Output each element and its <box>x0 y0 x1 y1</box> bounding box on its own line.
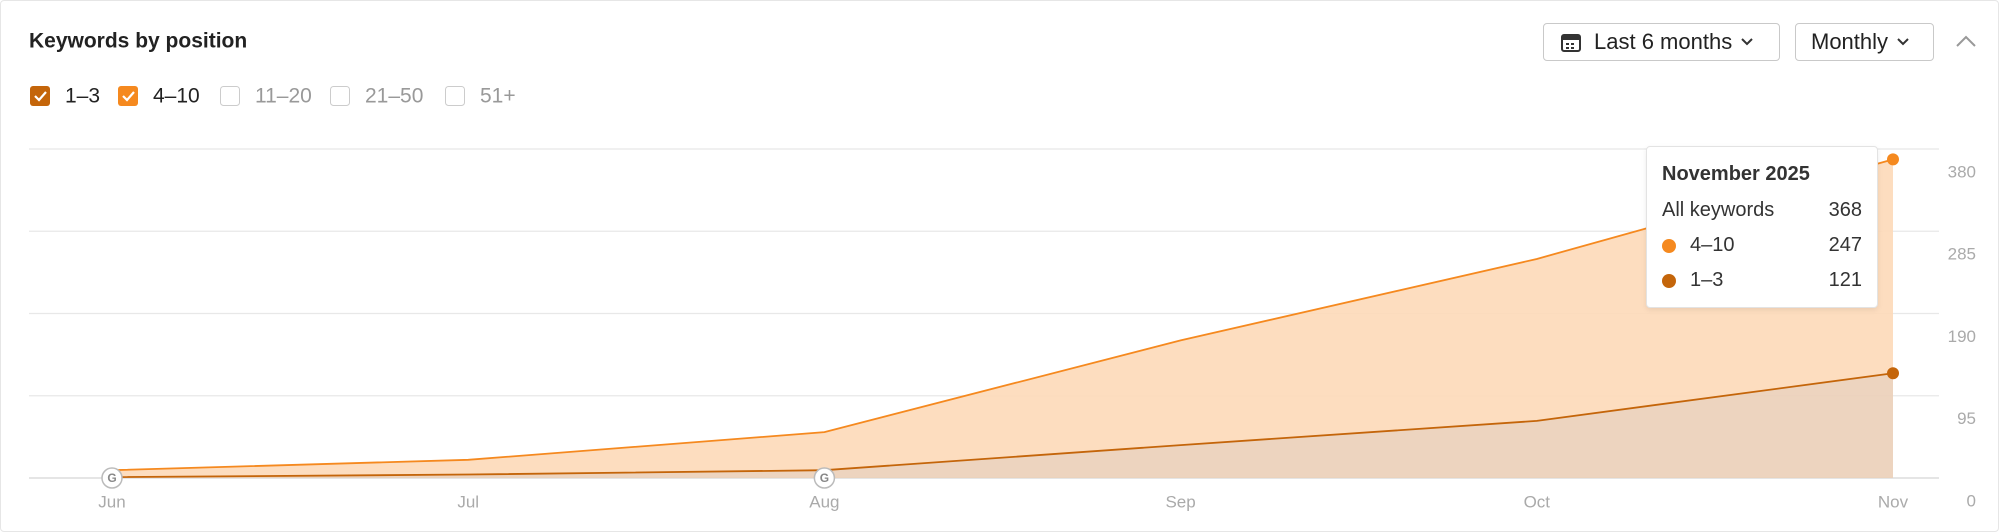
annotation-label: G <box>107 471 116 485</box>
line <box>111 372 1894 479</box>
chevron <box>1741 38 1753 46</box>
point <box>1887 153 1899 166</box>
y-tick-label: 380 <box>1948 162 1976 181</box>
x-tick-label: Sep <box>1165 492 1195 511</box>
legend-label: 1–3 <box>65 85 100 108</box>
x-tick-label: Nov <box>1878 492 1909 511</box>
tooltip-dot <box>1662 238 1676 253</box>
legend-label: 4–10 <box>153 85 200 108</box>
legend-label: 11–20 <box>255 85 312 108</box>
chevron <box>1897 38 1909 46</box>
tooltip-title: November 2025 <box>1662 163 1810 185</box>
checkbox[interactable] <box>118 86 138 106</box>
tooltip-row: 1–3 121 <box>1662 263 1862 298</box>
checkbox[interactable] <box>220 86 240 106</box>
legend-label: 21–50 <box>365 85 423 108</box>
annotation-marker <box>813 467 836 489</box>
interval-button[interactable]: Monthly <box>1795 23 1934 61</box>
tooltip-dot <box>1662 273 1676 288</box>
line <box>111 158 1894 472</box>
checkmark <box>122 91 135 102</box>
calendar-icon <box>1561 34 1581 52</box>
tooltip: November 2025 All keywords 368 4–10 247 1–… <box>1646 146 1878 308</box>
point <box>1887 367 1899 380</box>
area <box>112 159 1893 478</box>
x-tick-label: Jul <box>457 492 479 511</box>
tooltip-value: 247 <box>1828 234 1862 256</box>
area <box>112 373 1893 478</box>
tooltip-value: 368 <box>1828 199 1862 221</box>
range-button[interactable]: Last 6 months <box>1543 23 1780 61</box>
range-label: Last 6 months <box>1594 29 1733 54</box>
annotation-label: G <box>820 471 829 485</box>
x-tick-label: Jun <box>98 492 125 511</box>
x-tick-label: Aug <box>809 492 839 511</box>
y-tick-label: 190 <box>1948 327 1976 346</box>
tooltip-label: 4–10 <box>1690 234 1735 256</box>
annotation-marker <box>101 467 123 489</box>
annotation[interactable]: G <box>101 467 123 489</box>
tooltip-row: All keywords 368 <box>1662 193 1862 228</box>
y-tick-label: 95 <box>1957 409 1976 428</box>
annotation[interactable]: G <box>813 467 836 489</box>
checkmark <box>34 91 47 102</box>
checkbox[interactable] <box>330 86 350 106</box>
chart-title: Keywords by position <box>29 30 247 53</box>
interval-label: Monthly <box>1811 29 1889 54</box>
y-tick-label: 285 <box>1948 245 1976 264</box>
tooltip-value: 121 <box>1828 269 1862 291</box>
tooltip-label: All keywords <box>1662 199 1775 221</box>
collapse-icon[interactable] <box>1956 35 1976 47</box>
tooltip-row: 4–10 247 <box>1662 228 1862 263</box>
tooltip-label: 1–3 <box>1690 269 1724 291</box>
x-tick-label: Oct <box>1524 492 1551 511</box>
checkbox[interactable] <box>445 86 465 106</box>
legend-label: 51+ <box>480 85 516 108</box>
y-tick-label: 0 <box>1967 491 1976 510</box>
checkbox[interactable] <box>30 86 50 106</box>
